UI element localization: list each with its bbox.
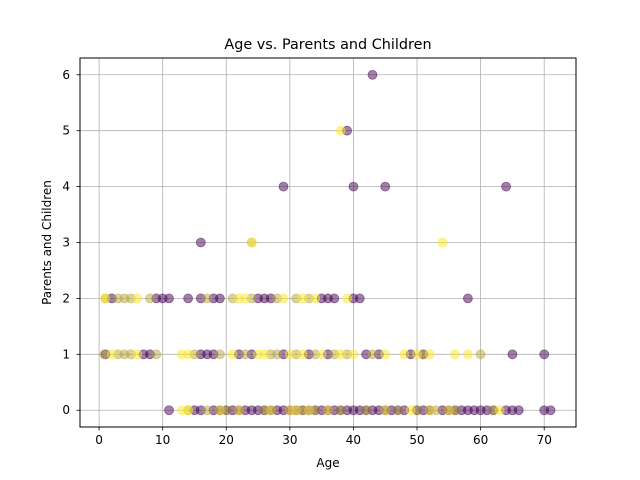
x-tick-label: 70 [537, 433, 552, 447]
data-point [297, 293, 308, 304]
data-point [151, 349, 162, 360]
data-point [246, 237, 257, 248]
x-tick-label: 40 [346, 433, 361, 447]
data-point [361, 405, 372, 416]
data-point [284, 349, 295, 360]
y-tick-label: 2 [62, 291, 70, 305]
x-axis-ticks: 0 10 20 30 40 50 60 70 [95, 427, 552, 447]
data-point [272, 349, 283, 360]
data-point [164, 405, 174, 416]
x-axis-label: Age [316, 456, 339, 470]
data-points [99, 69, 556, 416]
y-axis-label: Parents and Children [40, 180, 54, 305]
data-point [106, 349, 117, 360]
data-point [501, 181, 511, 192]
data-point [475, 349, 486, 360]
data-point [183, 405, 194, 416]
grid-lines [80, 58, 576, 427]
data-point [329, 293, 340, 304]
data-point [354, 293, 365, 304]
x-tick-label: 60 [473, 433, 488, 447]
data-point [323, 405, 333, 416]
data-point [380, 349, 391, 360]
data-point [278, 293, 289, 304]
data-point [214, 349, 225, 360]
data-point [367, 69, 378, 80]
y-tick-label: 3 [62, 236, 70, 250]
y-tick-label: 0 [62, 403, 70, 417]
data-point [195, 237, 206, 248]
data-point [240, 349, 251, 360]
data-point [202, 293, 213, 304]
chart-title: Age vs. Parents and Children [224, 37, 431, 53]
y-axis-ticks: 0 1 2 3 4 5 6 [62, 68, 80, 417]
data-point [412, 349, 422, 360]
data-point [450, 349, 461, 360]
data-point [348, 181, 359, 192]
data-point [214, 405, 225, 416]
data-point [202, 405, 213, 416]
data-point [297, 349, 308, 360]
data-point [545, 405, 556, 416]
data-point [380, 405, 391, 416]
data-point [259, 349, 270, 360]
data-point [462, 293, 473, 304]
data-point [132, 293, 143, 304]
data-point [234, 405, 244, 416]
data-point [278, 181, 289, 192]
y-tick-label: 4 [62, 180, 70, 194]
y-tick-label: 6 [62, 68, 70, 82]
data-point [310, 293, 321, 304]
data-point [183, 349, 194, 360]
data-point [214, 293, 225, 304]
data-point [335, 405, 346, 416]
data-point [424, 349, 435, 360]
data-point [462, 349, 473, 360]
data-point [164, 293, 174, 304]
data-point [513, 405, 524, 416]
data-point [507, 349, 518, 360]
data-point [342, 293, 352, 304]
data-point [240, 293, 251, 304]
data-point [380, 181, 391, 192]
data-point [494, 405, 505, 416]
data-point [367, 349, 378, 360]
data-point [443, 405, 454, 416]
data-point [335, 125, 346, 136]
data-point [335, 349, 346, 360]
y-tick-label: 1 [62, 347, 70, 361]
data-point [100, 293, 110, 304]
data-point [291, 405, 302, 416]
data-point [183, 293, 194, 304]
data-point [316, 349, 327, 360]
data-point [424, 405, 435, 416]
x-tick-label: 30 [282, 433, 297, 447]
x-tick-label: 20 [219, 433, 234, 447]
data-point [145, 293, 155, 304]
data-point [539, 349, 550, 360]
data-point [132, 349, 143, 360]
x-tick-label: 0 [95, 433, 103, 447]
x-tick-label: 50 [409, 433, 424, 447]
data-point [405, 405, 416, 416]
data-point [265, 405, 276, 416]
data-point [399, 349, 410, 360]
y-tick-label: 5 [62, 124, 70, 138]
data-point [393, 405, 403, 416]
x-tick-label: 10 [155, 433, 170, 447]
data-point [437, 237, 448, 248]
data-point [227, 349, 238, 360]
data-point [304, 405, 314, 416]
data-point [348, 349, 359, 360]
